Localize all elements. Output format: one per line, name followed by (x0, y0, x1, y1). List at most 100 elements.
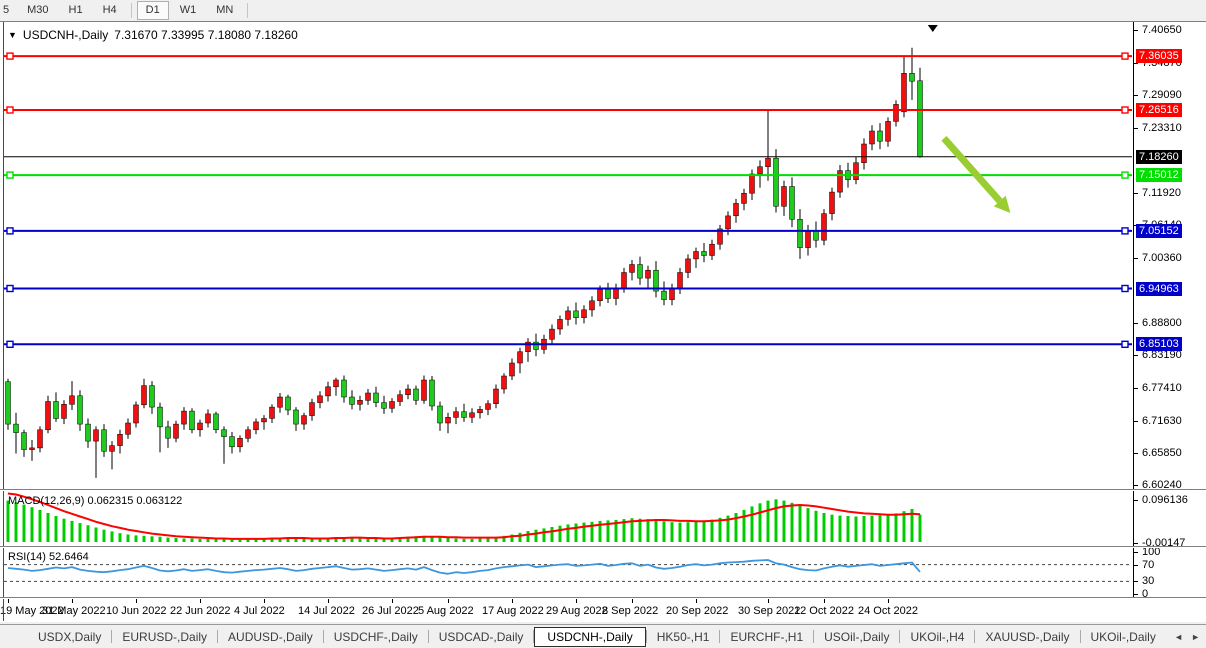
macd-panel-canvas[interactable] (4, 492, 1132, 546)
price-badge[interactable]: 6.94963 (1136, 282, 1182, 296)
time-axis-tick (696, 599, 697, 603)
rsi-axis-label: 30 (1142, 575, 1155, 587)
tab-scroll-left-icon[interactable]: ◄ (1174, 631, 1184, 642)
level-handle[interactable] (1121, 284, 1129, 293)
down-arrow-annotation[interactable] (941, 136, 1003, 204)
level-handle[interactable] (6, 340, 14, 348)
time-axis-tick (392, 599, 393, 603)
level-handle[interactable] (1121, 52, 1129, 60)
time-axis-tick (72, 599, 73, 603)
rsi-axis-tick (1134, 594, 1138, 595)
time-axis-tick (200, 599, 201, 603)
timeframe-button-W1[interactable]: W1 (179, 4, 197, 16)
price-badge[interactable]: 6.85103 (1136, 337, 1182, 351)
price-axis-label: 6.77410 (1142, 382, 1182, 394)
price-badge[interactable]: 7.18260 (1136, 150, 1182, 164)
tab-separator (719, 630, 721, 643)
timeframe-button-5[interactable]: 5 (3, 4, 10, 16)
chart-tab-eurchf-h1[interactable]: EURCHF-,H1 (730, 629, 804, 644)
chart-dropdown-icon[interactable]: ▼ (8, 30, 17, 40)
date-label: 22 Jun 2022 (170, 605, 231, 617)
level-handle[interactable] (6, 284, 14, 293)
level-handle[interactable] (6, 106, 14, 114)
date-label: 14 Jul 2022 (298, 605, 355, 617)
tab-separator (111, 630, 113, 643)
rsi-axis-label: 70 (1142, 559, 1155, 571)
price-badge[interactable]: 7.05152 (1136, 224, 1182, 238)
date-label: 26 Jul 2022 (362, 605, 419, 617)
date-label: 31 May 2022 (42, 605, 106, 617)
timeframe-button-H4[interactable]: H4 (102, 4, 117, 16)
rsi-axis-label: 100 (1142, 546, 1161, 558)
chart-tab-usdcnh-daily[interactable]: USDCNH-,Daily (534, 626, 646, 647)
price-axis-label: 7.40650 (1142, 24, 1182, 36)
rsi-line (7, 559, 921, 575)
chart-tab-usoil-daily[interactable]: USOil-,Daily (824, 629, 890, 644)
tab-separator (533, 630, 535, 643)
chart-symbol-label: USDCNH-,Daily (22, 28, 109, 42)
chart-tab-hk50-h1[interactable]: HK50-,H1 (656, 629, 710, 644)
price-badge[interactable]: 7.26516 (1136, 103, 1182, 117)
price-axis-label: 7.29090 (1142, 89, 1182, 101)
chart-tab-usdcad-daily[interactable]: USDCAD-,Daily (438, 629, 524, 644)
tab-scroll-right-icon[interactable]: ► (1191, 631, 1200, 642)
macd-signal-line (7, 492, 921, 540)
chart-tab-usdx-daily[interactable]: USDX,Daily (38, 629, 102, 644)
panel-divider[interactable] (0, 597, 1206, 599)
rsi-axis-tick (1134, 565, 1138, 566)
level-handle[interactable] (1121, 171, 1129, 179)
panel-divider[interactable] (0, 546, 1206, 548)
price-badge[interactable]: 7.36035 (1136, 49, 1182, 63)
panel-divider[interactable] (0, 489, 1206, 491)
candlestick-series (5, 47, 923, 478)
level-handle[interactable] (6, 171, 14, 179)
price-axis-tick (1134, 63, 1138, 64)
chart-ohlc-values: 7.31670 7.33995 7.18080 7.18260 (114, 28, 298, 42)
date-label: 17 Aug 2022 (482, 605, 544, 617)
symbol-tab-bar: USDX,Daily EURUSD-,Daily AUDUSD-,Daily USDC… (0, 624, 1206, 648)
timeframe-button-H1[interactable]: H1 (68, 4, 83, 16)
tab-separator (899, 630, 901, 643)
level-handle[interactable] (1121, 227, 1129, 235)
price-axis[interactable]: 7.406507.348707.290907.233107.119207.061… (1133, 22, 1206, 600)
time-axis-tick (264, 599, 265, 603)
tab-separator (427, 630, 429, 643)
time-axis-tick (824, 599, 825, 603)
time-axis[interactable]: 19 May 2022 31 May 2022 10 Jun 2022 22 Jun … (0, 599, 1206, 622)
level-handle[interactable] (6, 227, 14, 235)
date-label: 8 Sep 2022 (602, 605, 659, 617)
chart-tab-usdchf-daily[interactable]: USDCHF-,Daily (333, 629, 418, 644)
chart-tab-ukoil-h4[interactable]: UKOil-,H4 (910, 629, 965, 644)
chart-tab-ukoil-daily[interactable]: UKOil-,Daily (1090, 629, 1156, 644)
price-axis-label: 7.00360 (1142, 252, 1182, 264)
timeframe-button-M30[interactable]: M30 (27, 4, 49, 16)
tab-separator (1079, 630, 1081, 643)
price-axis-tick (1134, 485, 1138, 486)
level-handle[interactable] (1121, 340, 1129, 348)
price-axis-label: 6.83190 (1142, 349, 1182, 361)
timeframe-toolbar: 5 M30 H1 H4 D1 W1 MN (0, 0, 1206, 21)
price-axis-label: 6.88800 (1142, 317, 1182, 329)
date-label: 19 May 2022 (0, 605, 64, 617)
chart-tab-eurusd-daily[interactable]: EURUSD-,Daily (122, 629, 208, 644)
date-label: 12 Oct 2022 (794, 605, 854, 617)
down-arrow-annotation-head[interactable] (993, 195, 1011, 214)
date-label: 30 Sep 2022 (738, 605, 801, 617)
level-handle[interactable] (6, 52, 14, 60)
time-axis-tick (136, 599, 137, 603)
price-badge[interactable]: 7.15012 (1136, 168, 1182, 182)
main-chart-canvas[interactable] (4, 24, 1132, 490)
rsi-panel-canvas[interactable] (4, 548, 1132, 597)
timeframe-button-D1[interactable]: D1 (136, 1, 169, 20)
price-axis-tick (1134, 193, 1138, 194)
time-axis-tick (888, 599, 889, 603)
chart-window: ▼ USDCNH-,Daily 7.31670 7.33995 7.18080 … (0, 21, 1206, 622)
chart-shift-marker-icon[interactable] (927, 25, 938, 32)
price-axis-label: 6.71630 (1142, 415, 1182, 427)
chart-tab-xauusd-daily[interactable]: XAUUSD-,Daily (985, 629, 1070, 644)
timeframe-button-MN[interactable]: MN (216, 4, 234, 16)
chart-tab-audusd-daily[interactable]: AUDUSD-,Daily (228, 629, 313, 644)
level-handle[interactable] (1121, 106, 1129, 114)
price-axis-tick (1134, 388, 1138, 389)
